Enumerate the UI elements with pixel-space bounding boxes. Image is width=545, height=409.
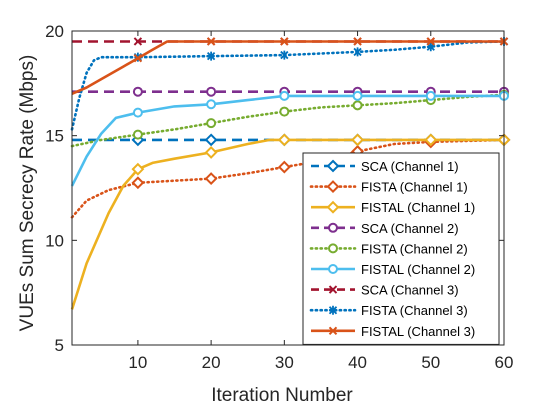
data-point — [277, 160, 291, 174]
series-layer — [70, 36, 511, 310]
legend-marker — [328, 285, 338, 294]
plot-frame — [71, 30, 505, 346]
y-tick-label: 5 — [55, 336, 64, 355]
series-6 — [70, 90, 509, 187]
legend-label: FISTAL (Channel 1) — [361, 200, 475, 215]
data-point — [204, 172, 218, 185]
series-9 — [71, 37, 509, 95]
legend-entry: SCA (Channel 3) — [311, 283, 459, 298]
data-point — [206, 37, 216, 46]
data-point — [133, 54, 143, 63]
legend-marker — [326, 200, 340, 214]
legend-label: FISTA (Channel 1) — [361, 180, 468, 195]
x-tick-label: 40 — [348, 353, 367, 372]
legend-label: FISTA (Channel 2) — [361, 241, 468, 256]
legend-entry: FISTA (Channel 3) — [309, 303, 468, 318]
data-point — [352, 90, 363, 101]
legend-marker — [328, 305, 338, 315]
x-tick-label: 30 — [275, 353, 294, 372]
data-point — [353, 37, 362, 46]
x-tick-label: 20 — [202, 353, 221, 372]
series-line-6 — [70, 94, 504, 187]
legend-entry: FISTAL (Channel 3) — [311, 324, 475, 339]
data-point — [204, 145, 218, 159]
series-3 — [70, 133, 511, 310]
legend-entry: SCA (Channel 1) — [311, 159, 459, 174]
data-point — [132, 129, 143, 140]
data-point — [206, 99, 217, 110]
legend-label: FISTAL (Channel 2) — [361, 262, 475, 277]
legend-entry: FISTA (Channel 2) — [309, 241, 468, 256]
legend-marker — [326, 159, 340, 173]
x-axis-label: Iteration Number — [211, 385, 353, 406]
data-point — [132, 107, 143, 118]
x-tick-label: 10 — [128, 353, 147, 372]
data-point — [425, 90, 436, 101]
data-point — [353, 47, 362, 57]
series-line-3 — [70, 138, 504, 310]
data-point — [280, 37, 289, 46]
legend-entry: FISTA (Channel 1) — [309, 180, 468, 195]
data-point — [280, 50, 289, 60]
data-point — [204, 133, 218, 147]
data-point — [352, 100, 363, 111]
data-point — [131, 176, 145, 190]
data-point — [206, 86, 217, 97]
axes-layer: 10 20 30 40 50 60 5 10 15 20 — [45, 22, 513, 372]
legend: SCA (Channel 1) FISTA (Channel 1) FISTAL (… — [302, 152, 500, 345]
x-tick-label: 60 — [495, 353, 514, 372]
data-point — [206, 118, 217, 129]
data-point — [351, 133, 364, 147]
y-tick-label: 10 — [45, 231, 64, 250]
series-line-9 — [71, 40, 504, 95]
data-point — [279, 106, 290, 117]
x-tick-label: 50 — [421, 353, 440, 372]
legend-marker — [328, 326, 338, 336]
y-tick-label: 20 — [45, 22, 64, 41]
data-point — [426, 37, 435, 46]
legend-marker — [328, 264, 338, 274]
legend-label: FISTAL (Channel 3) — [361, 324, 475, 339]
data-point — [277, 133, 291, 147]
legend-label: SCA (Channel 1) — [361, 159, 459, 174]
legend-entry: FISTAL (Channel 2) — [311, 262, 475, 277]
data-point — [206, 51, 216, 61]
legend-marker — [326, 180, 340, 194]
data-point — [132, 86, 143, 97]
data-point — [131, 162, 145, 176]
legend-label: SCA (Channel 2) — [361, 221, 459, 236]
data-point — [133, 37, 143, 46]
y-axis-label: VUEs Sum Secrecy Rate (Mbps) — [17, 55, 38, 332]
legend-entry: FISTAL (Channel 1) — [311, 200, 475, 215]
legend-entry: SCA (Channel 2) — [311, 221, 459, 236]
legend-label: SCA (Channel 3) — [361, 283, 459, 298]
data-point — [424, 133, 438, 147]
legend-label: FISTA (Channel 3) — [361, 303, 468, 318]
data-point — [279, 90, 290, 101]
y-tick-label: 15 — [45, 127, 64, 146]
legend-marker — [328, 243, 338, 254]
legend-marker — [328, 222, 338, 233]
